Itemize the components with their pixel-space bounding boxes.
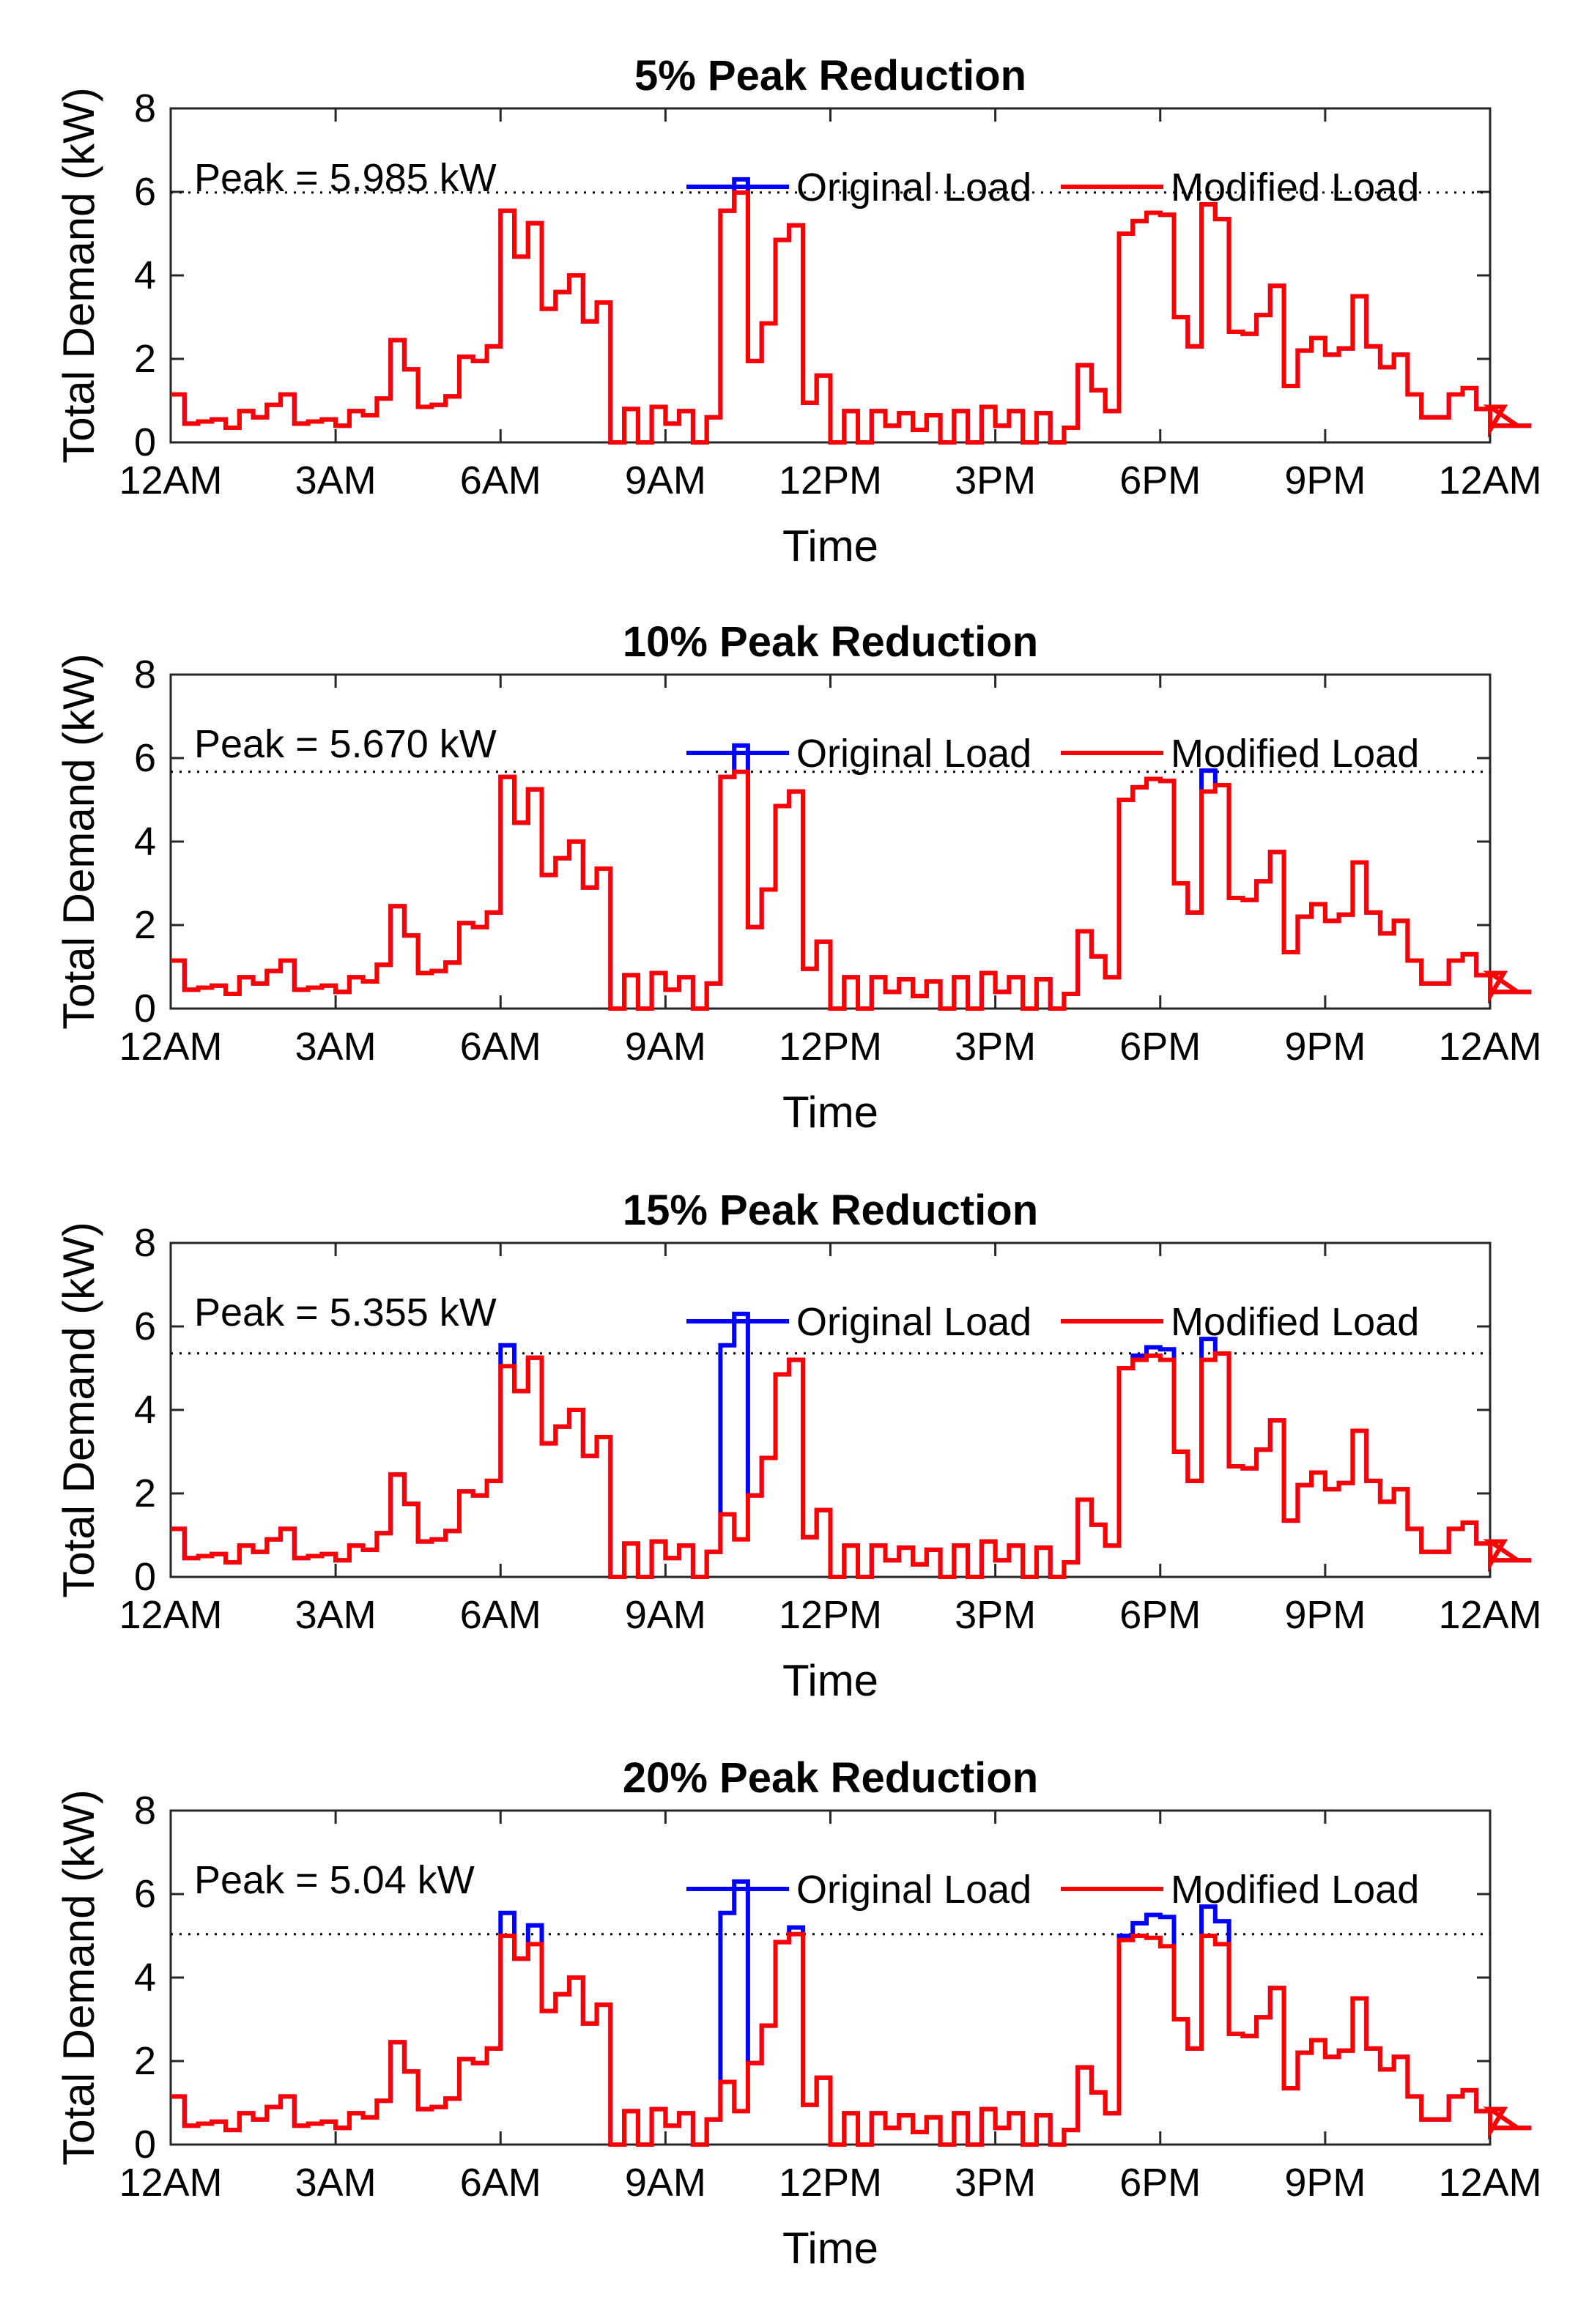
x-tick-label: 6PM: [1119, 1025, 1201, 1069]
panel-3: 0 2 4 6 8 12AM 3AM 6AM 9AM 12PM 3PM 6PM 9PM 12AM 15% P…: [54, 1187, 1542, 1705]
x-tick-label: 9PM: [1284, 459, 1366, 502]
x-tick-label: 3AM: [295, 1025, 377, 1069]
peak-annotation: Peak = 5.04 kW: [194, 1858, 475, 1902]
x-tick-label: 6AM: [460, 1025, 541, 1069]
x-axis-label: Time: [782, 1656, 878, 1705]
legend-label-original-load: Original Load: [796, 1300, 1031, 1344]
x-tick-label: 12AM: [1438, 459, 1541, 502]
chart-title: 15% Peak Reduction: [623, 1187, 1038, 1234]
x-tick-label: 12AM: [1438, 2161, 1541, 2205]
y-tick-label: 2: [134, 2039, 156, 2083]
x-tick-label: 3AM: [295, 459, 377, 502]
x-tick-label: 6AM: [460, 2161, 541, 2205]
y-axis-label: Total Demand (kW): [54, 1789, 103, 2165]
y-tick-label: 4: [134, 1388, 156, 1432]
x-tick-label: 6PM: [1119, 1593, 1201, 1637]
legend-label-original-load: Original Load: [796, 732, 1031, 776]
y-axis-label: Total Demand (kW): [54, 87, 103, 463]
x-tick-label: 12PM: [779, 2161, 882, 2205]
series-line-modified-load: [171, 190, 1532, 445]
x-tick-label: 6AM: [460, 1593, 541, 1637]
x-tick-label: 9AM: [625, 2161, 706, 2205]
y-tick-label: 4: [134, 820, 156, 864]
y-tick-label: 2: [134, 903, 156, 947]
legend-label-original-load: Original Load: [796, 166, 1031, 209]
y-tick-label: 6: [134, 170, 156, 214]
x-tick-label: 9PM: [1284, 1025, 1366, 1069]
x-tick-label: 12AM: [1438, 1025, 1541, 1069]
peak-annotation: Peak = 5.985 kW: [194, 156, 497, 200]
y-axis-label: Total Demand (kW): [54, 1222, 103, 1597]
x-tick-label: 6PM: [1119, 459, 1201, 502]
y-tick-label: 8: [134, 653, 156, 697]
x-tick-label: 3PM: [955, 2161, 1036, 2205]
y-tick-label: 6: [134, 1872, 156, 1916]
legend-label-modified-load: Modified Load: [1171, 1868, 1419, 1912]
x-tick-label: 12AM: [119, 1025, 222, 1069]
peak-annotation: Peak = 5.670 kW: [194, 722, 497, 766]
x-axis-label: Time: [782, 521, 878, 571]
y-tick-label: 0: [134, 987, 156, 1031]
x-tick-label: 9AM: [625, 1593, 706, 1637]
x-tick-label: 3AM: [295, 1593, 377, 1637]
panel-4: 0 2 4 6 8 12AM 3AM 6AM 9AM 12PM 3PM 6PM 9PM 12AM 20% P…: [54, 1754, 1542, 2273]
legend-label-original-load: Original Load: [796, 1868, 1031, 1912]
x-axis-label: Time: [782, 2224, 878, 2273]
x-tick-label: 12PM: [779, 1025, 882, 1069]
y-axis-label: Total Demand (kW): [54, 653, 103, 1029]
series-line-modified-load: [171, 769, 1532, 1011]
y-tick-label: 2: [134, 337, 156, 381]
x-tick-label: 12AM: [1438, 1593, 1541, 1637]
y-tick-label: 4: [134, 1956, 156, 2000]
x-axis-label: Time: [782, 1088, 878, 1137]
y-tick-label: 6: [134, 1304, 156, 1348]
series-line-modified-load: [171, 1351, 1532, 1579]
y-tick-label: 0: [134, 1555, 156, 1599]
legend-label-modified-load: Modified Load: [1171, 166, 1419, 209]
x-tick-label: 3PM: [955, 1593, 1036, 1637]
y-tick-label: 4: [134, 253, 156, 297]
x-tick-label: 12AM: [119, 1593, 222, 1637]
chart-title: 10% Peak Reduction: [623, 618, 1038, 666]
x-tick-label: 9AM: [625, 1025, 706, 1069]
chart-title: 20% Peak Reduction: [623, 1754, 1038, 1802]
y-tick-label: 0: [134, 420, 156, 464]
y-tick-label: 8: [134, 1789, 156, 1833]
x-tick-label: 9PM: [1284, 2161, 1366, 2205]
x-tick-label: 3PM: [955, 1025, 1036, 1069]
x-tick-label: 3PM: [955, 459, 1036, 502]
series-line-modified-load: [171, 1931, 1532, 2147]
panel-1: 0 2 4 6 8 12AM 3AM 6AM 9AM 12PM 3PM 6PM 9PM 12AM 5% Pe…: [54, 52, 1542, 571]
peak-annotation: Peak = 5.355 kW: [194, 1291, 497, 1334]
x-tick-label: 12PM: [779, 459, 882, 502]
x-tick-label: 9PM: [1284, 1593, 1366, 1637]
legend-label-modified-load: Modified Load: [1171, 732, 1419, 776]
y-tick-label: 8: [134, 86, 156, 130]
x-tick-label: 12PM: [779, 1593, 882, 1637]
chart-title: 5% Peak Reduction: [634, 52, 1026, 100]
y-tick-label: 6: [134, 736, 156, 780]
x-tick-label: 12AM: [119, 2161, 222, 2205]
x-tick-label: 3AM: [295, 2161, 377, 2205]
legend-label-modified-load: Modified Load: [1171, 1300, 1419, 1344]
y-tick-label: 2: [134, 1471, 156, 1515]
x-tick-label: 9AM: [625, 459, 706, 502]
y-tick-label: 8: [134, 1221, 156, 1265]
y-tick-label: 0: [134, 2123, 156, 2167]
x-tick-label: 6AM: [460, 459, 541, 502]
x-tick-label: 6PM: [1119, 2161, 1201, 2205]
panel-2: 0 2 4 6 8 12AM 3AM 6AM 9AM 12PM 3PM 6PM 9PM 12AM 10% P…: [54, 618, 1542, 1137]
x-tick-label: 12AM: [119, 459, 222, 502]
